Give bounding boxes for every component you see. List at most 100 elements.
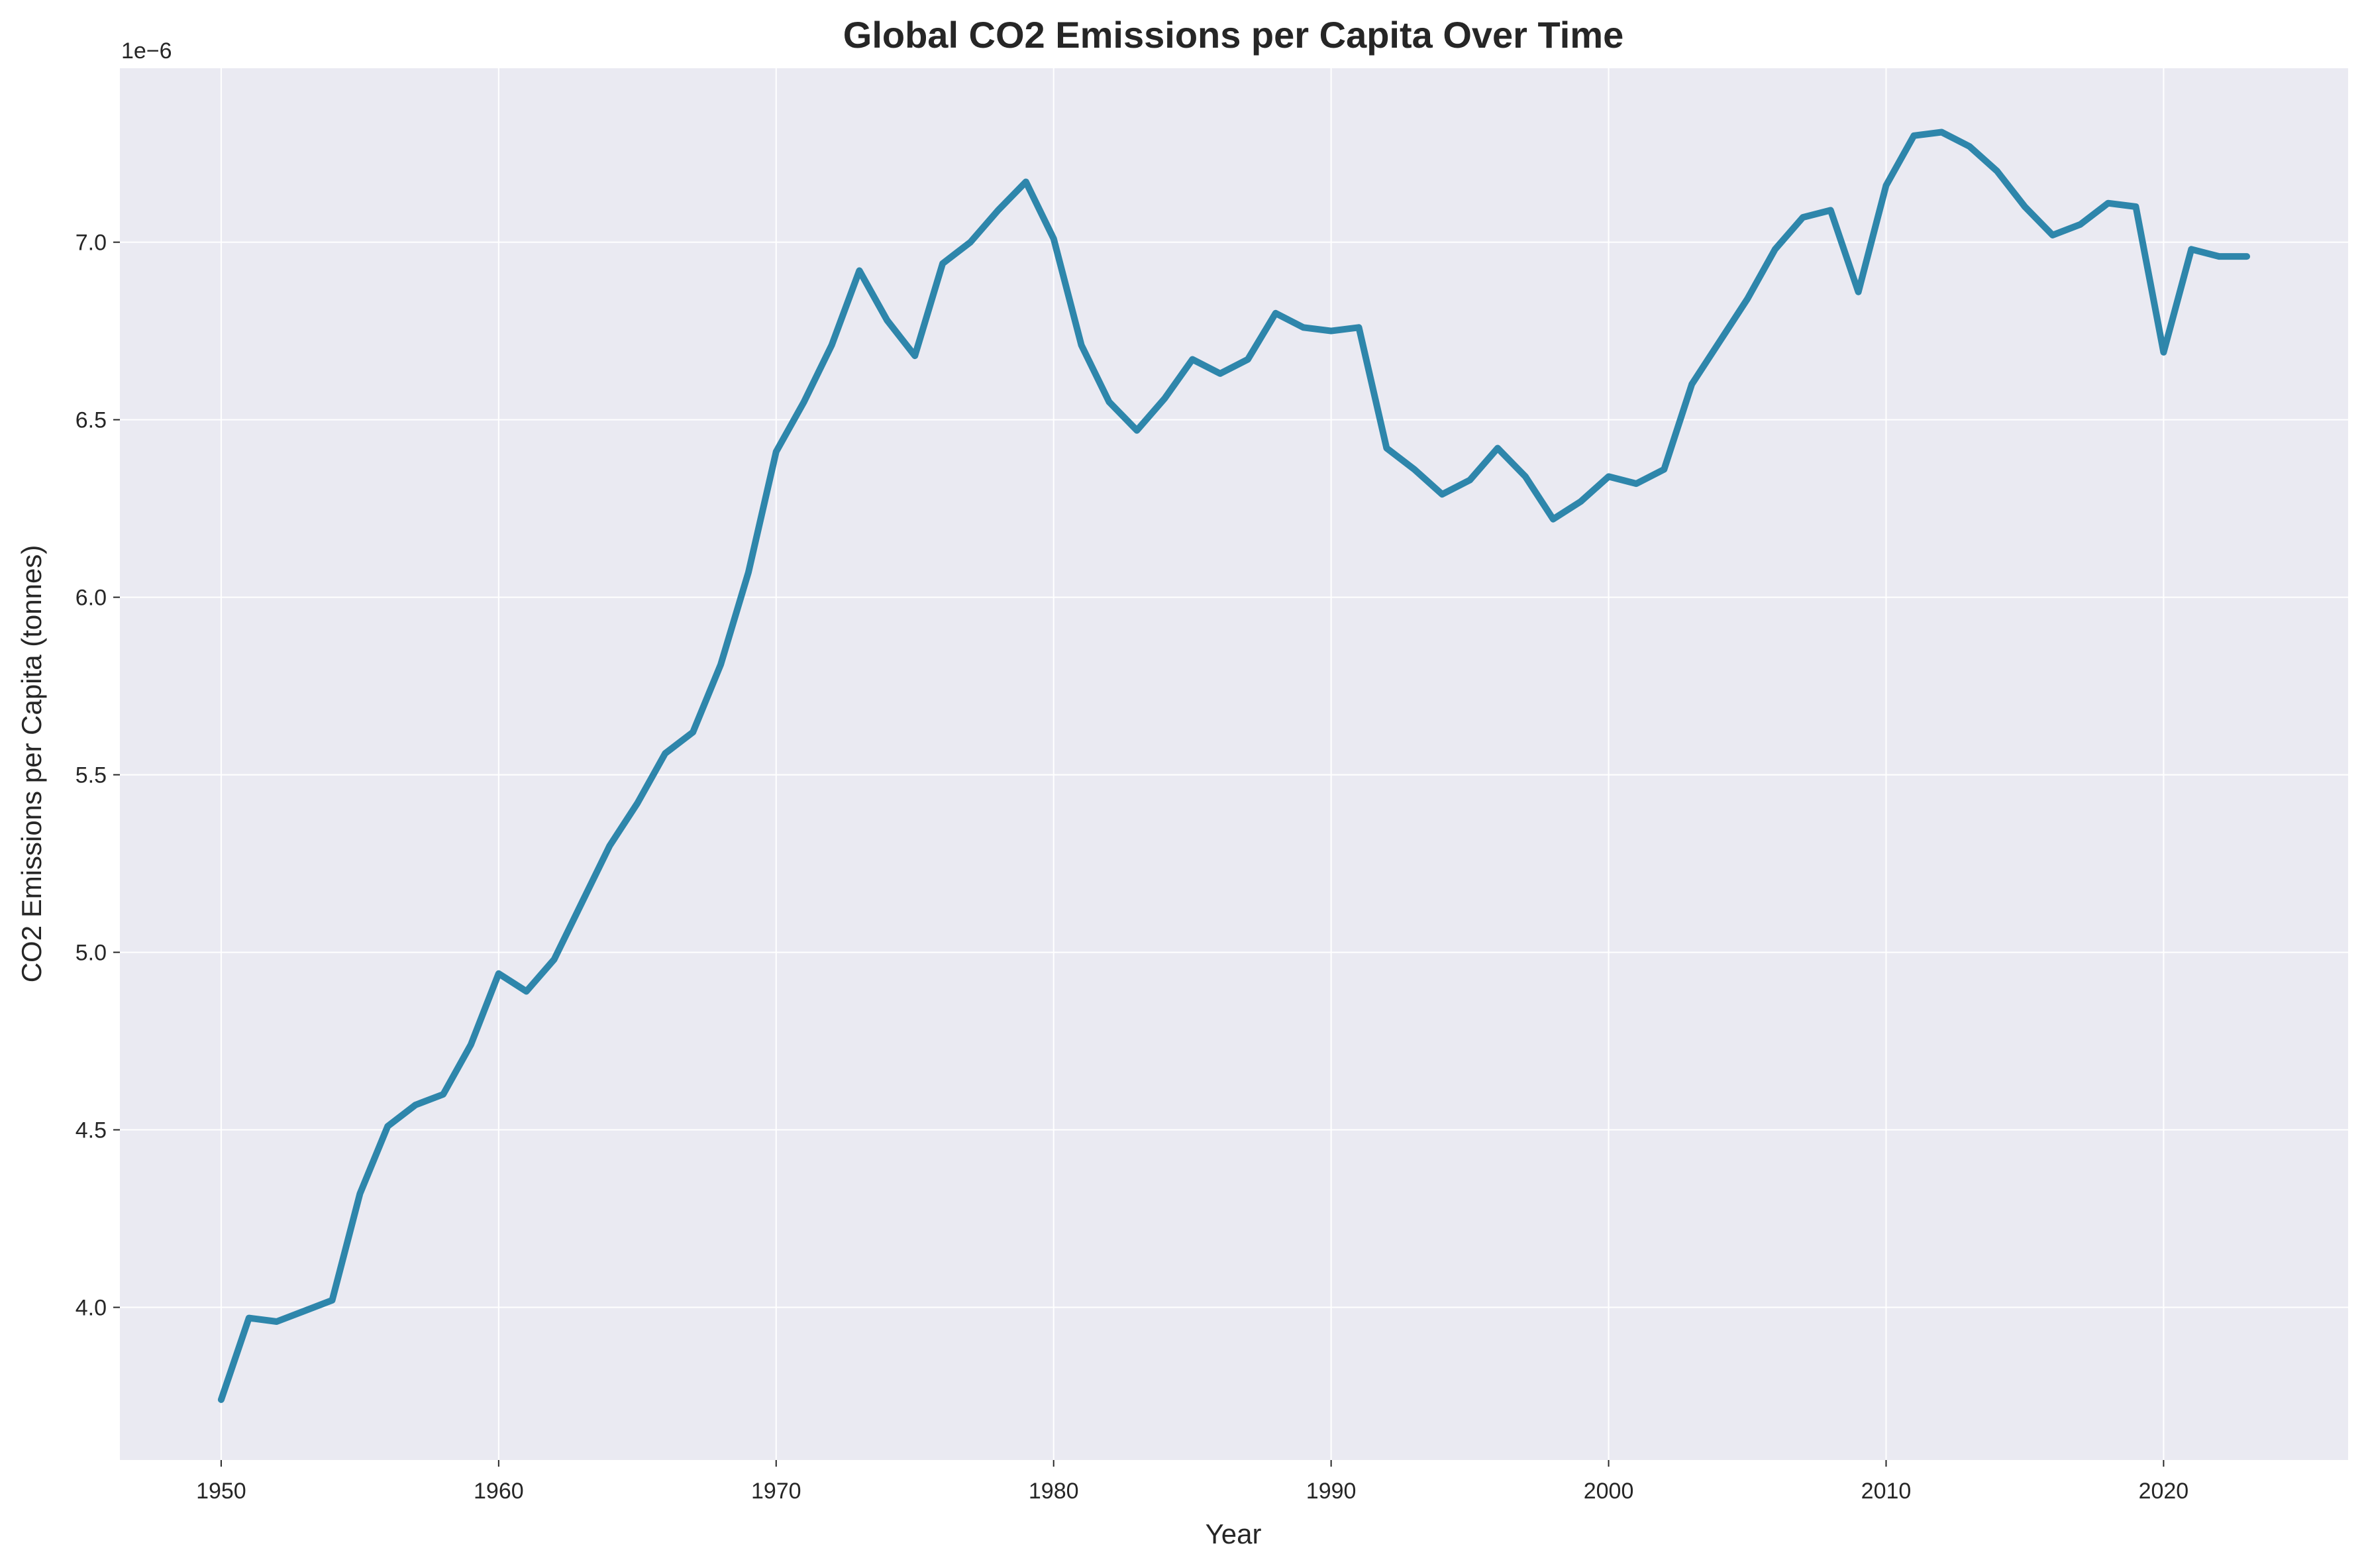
data-point (746, 570, 750, 575)
data-point (1107, 399, 1111, 404)
data-point (1496, 446, 1500, 450)
data-point (829, 343, 834, 348)
data-point (274, 1320, 279, 1324)
y-tick-label: 5.0 (76, 941, 107, 966)
data-point (635, 801, 640, 806)
data-point (774, 449, 778, 454)
data-point (2050, 233, 2055, 237)
data-point (691, 730, 695, 735)
data-point (1273, 311, 1278, 315)
data-point (1384, 446, 1389, 450)
data-point (2078, 222, 2083, 227)
data-point (1800, 215, 1805, 220)
data-point (1468, 478, 1472, 482)
data-point (468, 1042, 473, 1047)
data-point (1745, 297, 1749, 301)
data-point (1412, 467, 1417, 472)
data-point (1995, 169, 2000, 174)
series-group (217, 129, 2251, 1403)
y-tick-label: 7.0 (76, 231, 107, 256)
data-point (663, 751, 668, 756)
data-point (1190, 357, 1195, 362)
y-tick-label: 4.0 (76, 1296, 107, 1321)
data-point (1912, 133, 1916, 138)
x-tick-label: 1990 (1306, 1479, 1357, 1504)
x-tick-label: 2010 (1861, 1479, 1912, 1504)
data-point (1606, 474, 1611, 479)
y-tick-label: 5.5 (76, 763, 107, 788)
data-point (2106, 201, 2110, 205)
data-point (996, 208, 1000, 213)
data-point (1051, 236, 1056, 241)
data-point (1856, 289, 1861, 294)
data-point (607, 843, 612, 848)
x-axis-label: Year (1206, 1518, 1262, 1549)
data-point (1023, 180, 1028, 184)
data-point (719, 662, 723, 667)
x-tick-label: 1980 (1029, 1479, 1079, 1504)
data-point (885, 318, 890, 323)
x-tick-label: 2020 (2139, 1479, 2189, 1504)
data-point (1773, 247, 1777, 252)
data-point (1578, 499, 1583, 503)
data-point (968, 240, 972, 244)
data-point (1551, 517, 1555, 521)
plot-area (120, 68, 2348, 1460)
data-point (1135, 428, 1139, 433)
data-point (358, 1192, 362, 1196)
data-point (1690, 382, 1694, 386)
data-point (1967, 144, 1972, 148)
data-point (496, 971, 501, 976)
data-point (2134, 205, 2138, 209)
data-point (552, 957, 556, 962)
data-point (801, 399, 806, 404)
data-point (524, 989, 529, 994)
data-point (1329, 329, 1333, 333)
data-point (2245, 254, 2249, 259)
x-tick-label: 2000 (1584, 1479, 1634, 1504)
data-point (302, 1308, 307, 1313)
series-line (217, 129, 2251, 1403)
x-tick-label: 1970 (751, 1479, 801, 1504)
data-point (913, 354, 917, 358)
grid-lines (120, 68, 2348, 1460)
x-tick-label: 1950 (196, 1479, 246, 1504)
data-point (941, 261, 945, 266)
data-point (219, 1397, 223, 1402)
data-point (2217, 254, 2222, 259)
data-point (1634, 482, 1639, 486)
data-point (330, 1298, 334, 1302)
data-point (1828, 208, 1833, 213)
data-point (1939, 130, 1944, 134)
data-point (413, 1103, 418, 1107)
data-point (1523, 474, 1527, 479)
data-point (1662, 467, 1667, 472)
data-point (441, 1092, 446, 1096)
y-tick-label: 6.0 (76, 586, 107, 611)
y-tick-label: 4.5 (76, 1118, 107, 1143)
y-offset-label: 1e−6 (121, 38, 172, 64)
x-tick-label: 1960 (474, 1479, 524, 1504)
data-point (1301, 325, 1306, 330)
data-point (1884, 183, 1888, 187)
data-point (1440, 492, 1445, 497)
x-ticks: 1950 1960 1970 1980 1990 2000 2010 2020 (196, 1460, 2188, 1504)
data-point (246, 1316, 251, 1320)
data-point (2022, 205, 2027, 209)
data-point (1245, 357, 1250, 362)
data-point (580, 900, 584, 905)
data-point (1079, 343, 1084, 348)
data-point (1718, 339, 1722, 344)
data-point (1218, 371, 1223, 376)
data-point (1357, 325, 1361, 330)
data-point (2161, 350, 2166, 354)
y-tick-label: 6.5 (76, 408, 107, 433)
data-point (857, 268, 862, 273)
chart-title: Global CO2 Emissions per Capita Over Tim… (843, 14, 1623, 56)
y-ticks: 4.0 4.5 5.0 5.5 6.0 6.5 7.0 (76, 231, 120, 1321)
data-point (386, 1124, 390, 1129)
data-point (2189, 247, 2194, 252)
data-point (1162, 396, 1167, 401)
y-axis-label: CO2 Emissions per Capita (tonnes) (16, 545, 47, 983)
